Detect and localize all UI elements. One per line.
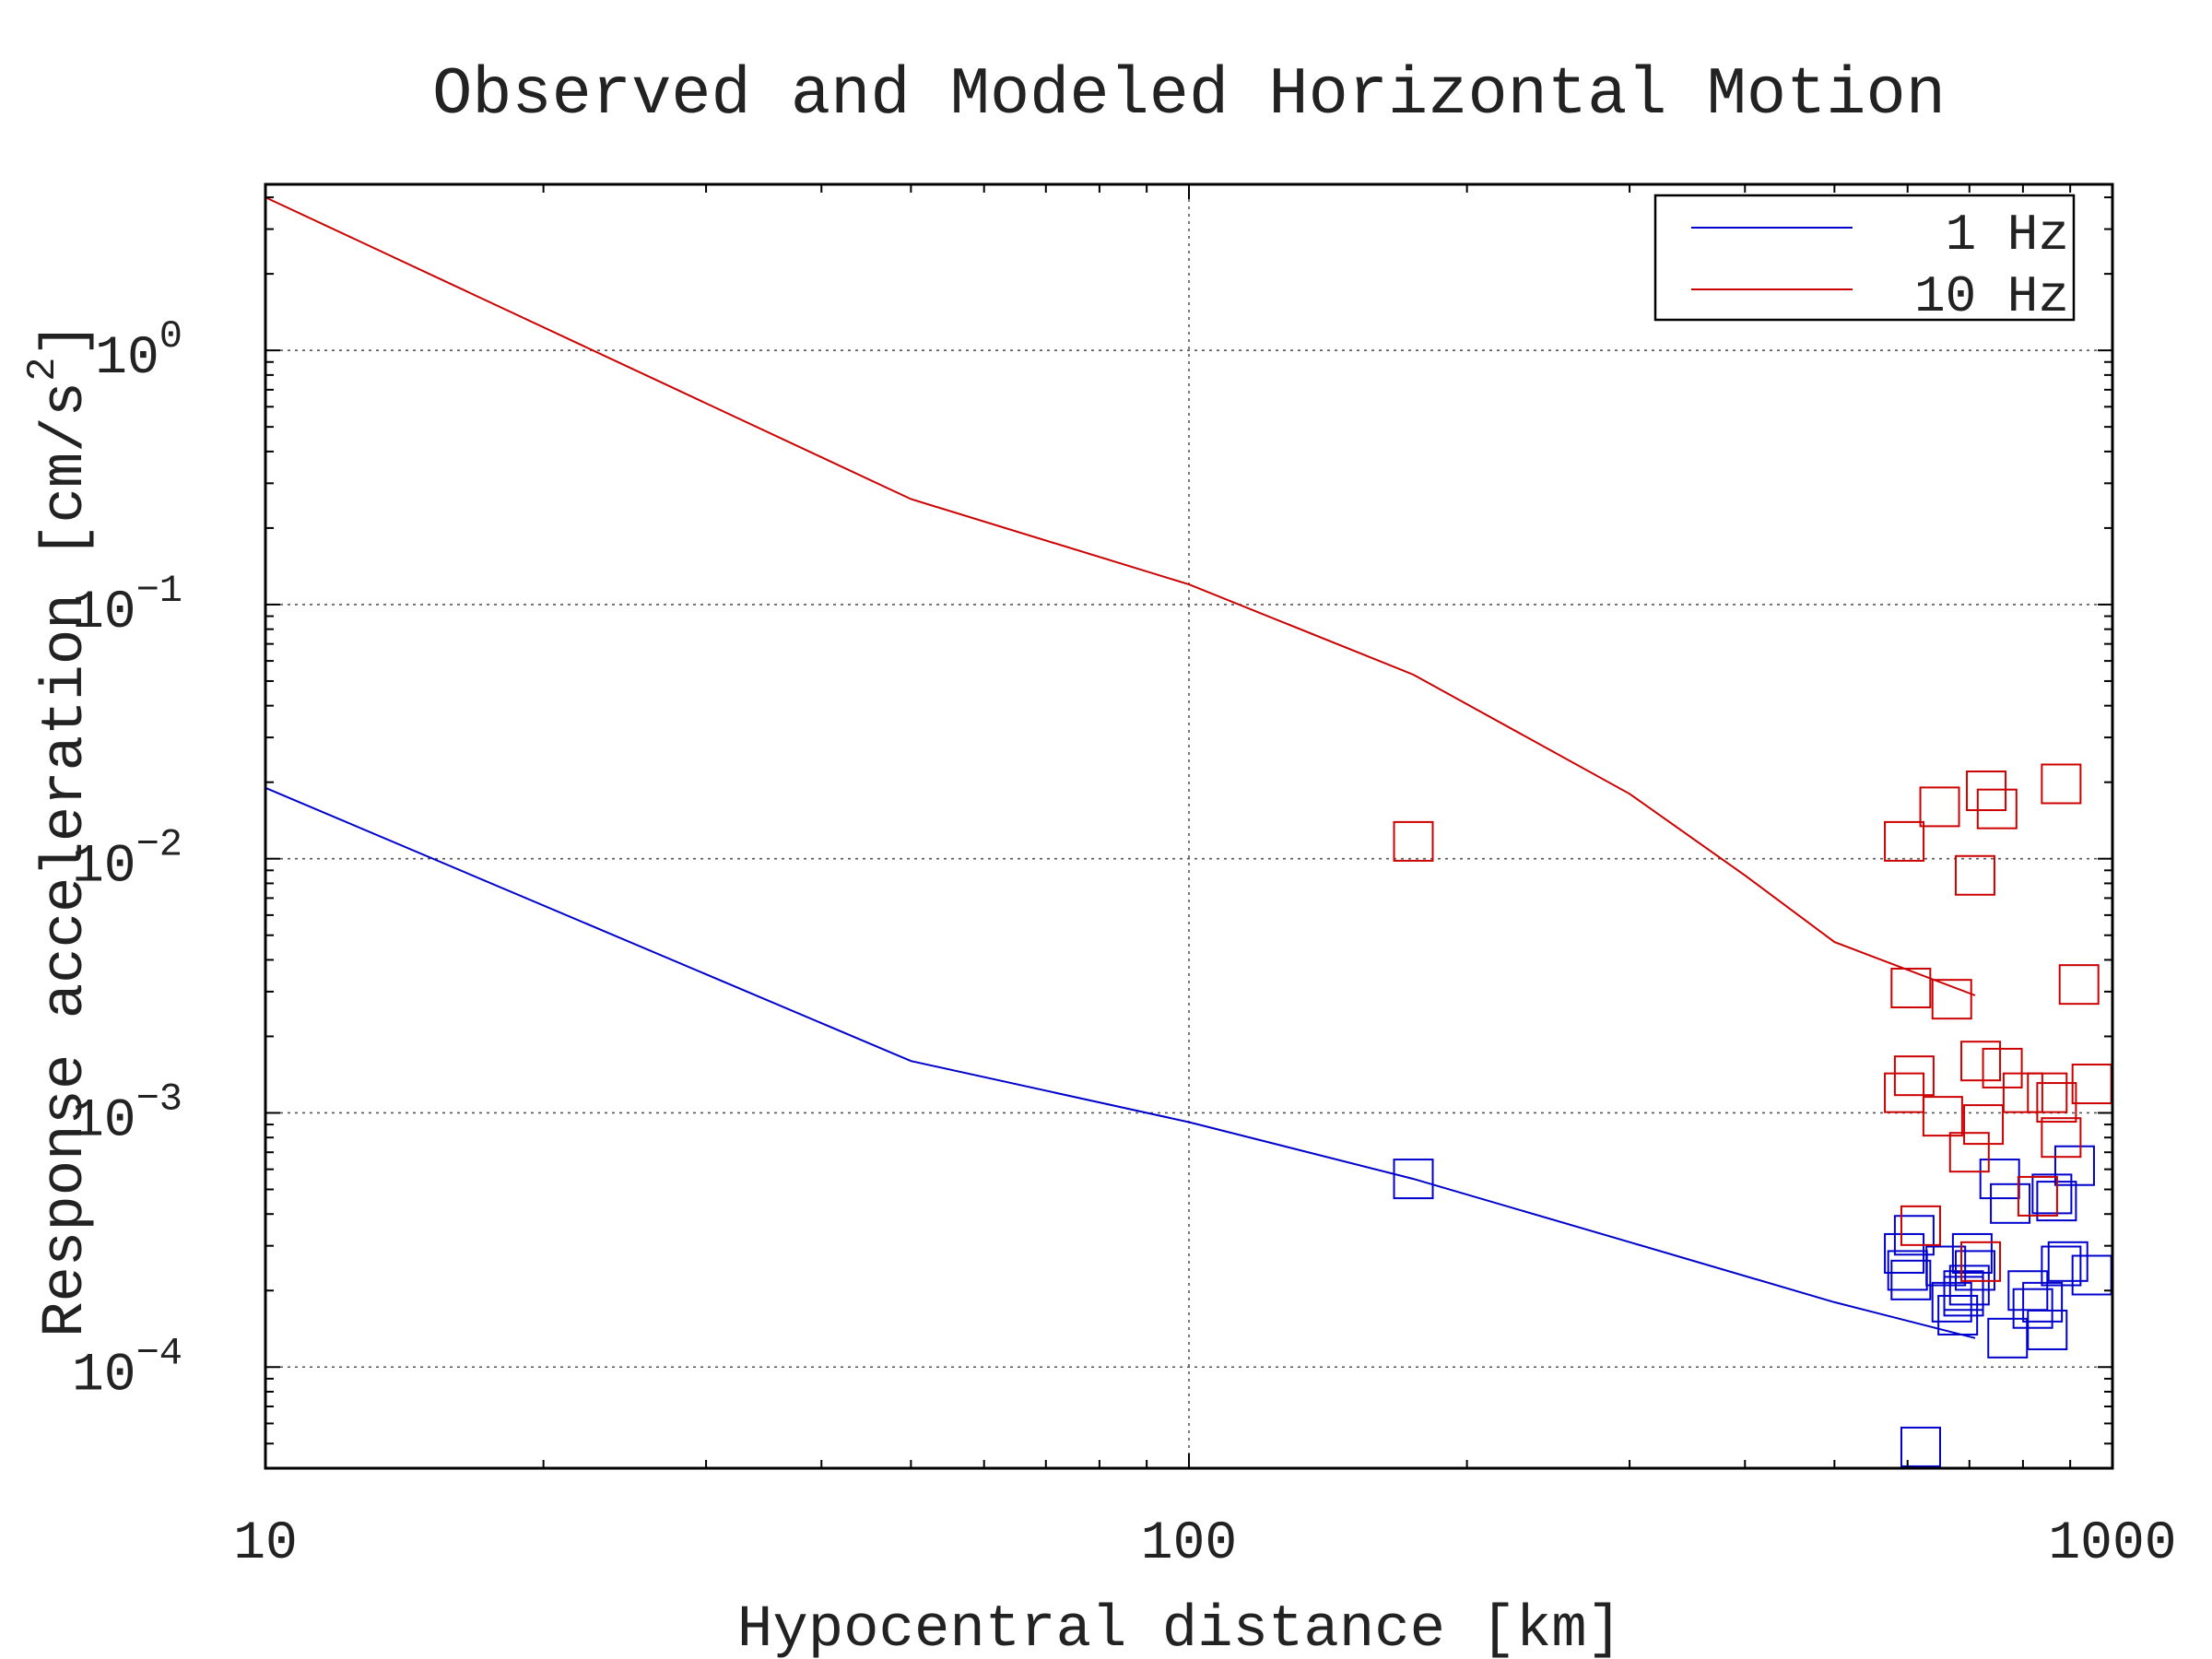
y-tick-label: 10−4 bbox=[72, 1331, 182, 1406]
observation-marker bbox=[1884, 1232, 1925, 1274]
model-line bbox=[265, 786, 1976, 1339]
y-axis-label-main: Response acceleration [cm/s bbox=[33, 382, 100, 1337]
legend-label-10hz: 10 Hz bbox=[1914, 267, 2069, 326]
observation-marker bbox=[1960, 1241, 2002, 1282]
observation-marker bbox=[1884, 820, 1925, 862]
axis-ticks bbox=[265, 184, 2112, 1469]
y-axis-label: Response acceleration [cm/s2] bbox=[20, 322, 100, 1337]
grid-lines bbox=[265, 184, 2112, 1468]
observation-marker bbox=[2027, 1072, 2068, 1113]
observation-marker bbox=[2058, 964, 2100, 1006]
observation-marker bbox=[1890, 967, 1932, 1008]
chart-title: Observed and Modeled Horizontal Motion bbox=[432, 57, 1946, 133]
observation-marker bbox=[1893, 1215, 1935, 1256]
observation-marker bbox=[1943, 1270, 1984, 1312]
observation-marker bbox=[1890, 1259, 1932, 1300]
observation-marker bbox=[1948, 1132, 1990, 1173]
observation-marker bbox=[1990, 1182, 2031, 1224]
observation-marker bbox=[1900, 1205, 1941, 1246]
y-tick-label: 10−1 bbox=[72, 569, 182, 643]
plot-area bbox=[265, 196, 2112, 1467]
observation-marker bbox=[2053, 1145, 2095, 1186]
observation-marker bbox=[1900, 1426, 1941, 1467]
observation-marker bbox=[1954, 854, 1995, 896]
observation-marker bbox=[1393, 1159, 1434, 1200]
observation-marker bbox=[1922, 1096, 1963, 1137]
observation-marker bbox=[1948, 1265, 1990, 1306]
y-tick-labels: 100 10−1 10−2 10−3 10−4 bbox=[72, 314, 182, 1406]
observation-marker bbox=[1393, 820, 1434, 862]
x-axis-label: Hypocentral distance [km] bbox=[737, 1597, 1622, 1659]
legend-label-1hz: 1 Hz bbox=[1946, 206, 2069, 265]
observation-marker bbox=[2041, 1117, 2082, 1159]
observation-marker bbox=[1963, 1104, 2005, 1146]
observation-marker bbox=[1919, 786, 1960, 828]
legend: 1 Hz 10 Hz bbox=[1653, 194, 2076, 326]
observation-marker bbox=[2017, 1175, 2058, 1217]
observation-marker bbox=[2047, 1241, 2088, 1282]
observation-marker bbox=[2041, 1245, 2082, 1287]
y-axis-label-close: ] bbox=[33, 322, 100, 357]
observation-marker bbox=[2012, 1288, 2053, 1329]
observation-marker bbox=[2031, 1173, 2073, 1215]
x-tick-label: 100 bbox=[1141, 1514, 1237, 1574]
observation-marker bbox=[2027, 1309, 2068, 1350]
y-tick-label: 10−3 bbox=[72, 1077, 182, 1151]
series-1 bbox=[265, 196, 2112, 1282]
observation-marker bbox=[1893, 1055, 1935, 1097]
observation-marker bbox=[1966, 771, 2007, 812]
observation-marker bbox=[1931, 1281, 1972, 1323]
observation-marker bbox=[1884, 1072, 1925, 1113]
observation-marker bbox=[2041, 763, 2082, 805]
observation-marker bbox=[1960, 1041, 2002, 1082]
observation-marker bbox=[2002, 1072, 2043, 1113]
observation-marker bbox=[1976, 788, 2018, 830]
x-tick-label: 10 bbox=[233, 1514, 298, 1574]
observation-marker bbox=[1951, 1232, 1993, 1274]
observation-marker bbox=[1931, 979, 1972, 1020]
model-line bbox=[265, 196, 1976, 996]
observation-marker bbox=[1987, 1317, 2029, 1359]
y-tick-label: 10−2 bbox=[72, 823, 182, 898]
x-tick-label: 1000 bbox=[2048, 1514, 2176, 1574]
y-tick-label: 100 bbox=[95, 314, 182, 389]
legend-box bbox=[1653, 194, 2076, 322]
observation-marker bbox=[1982, 1047, 2023, 1088]
y-axis-label-sup: 2 bbox=[20, 358, 66, 382]
series-0 bbox=[265, 786, 2112, 1467]
x-tick-labels: 10 100 1000 bbox=[233, 1514, 2176, 1574]
